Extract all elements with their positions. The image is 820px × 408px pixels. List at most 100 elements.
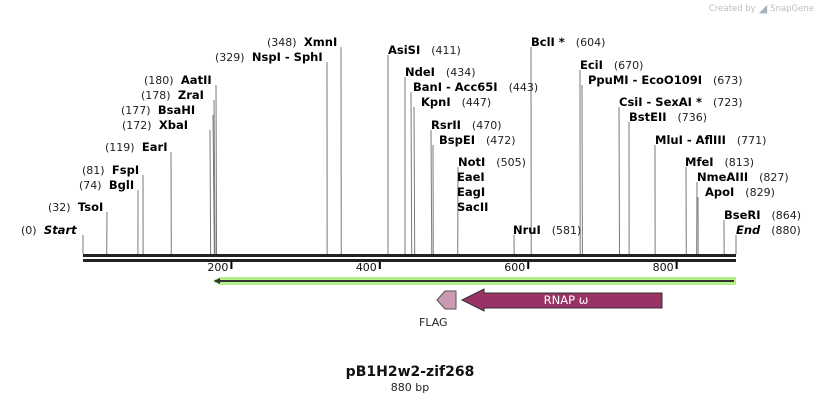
cut-position: (864) (772, 209, 802, 222)
enzyme-name: PpuMI - EcoO109I (588, 73, 702, 87)
site-line[interactable] (431, 130, 432, 254)
site-label-nmeaiii[interactable]: NmeAIII (827) (697, 171, 789, 184)
cut-position: (81) (82, 164, 105, 177)
enzyme-name: SacII (457, 200, 488, 214)
cut-position: (670) (614, 59, 644, 72)
site-label-start[interactable]: (0) Start (21, 224, 77, 237)
backbone-top-strand (83, 254, 736, 257)
site-label-nrui[interactable]: NruI (581) (513, 224, 581, 237)
ruler-tick-label: 800 (653, 261, 674, 274)
site-label-xbai[interactable]: (172) XbaI (122, 119, 188, 132)
site-label-end[interactable]: End (880) (736, 224, 801, 237)
ruler-tick-label: 400 (356, 261, 377, 274)
enzyme-name: AsiSI (388, 43, 420, 57)
site-label-bani-acc65i[interactable]: BanI - Acc65I (443) (413, 81, 538, 94)
site-label-eagi[interactable]: EagI (457, 186, 485, 199)
ruler-tick-label: 600 (504, 261, 525, 274)
enzyme-name: BseRI (724, 208, 761, 222)
enzyme-name: EagI (457, 185, 485, 199)
enzyme-name: End (736, 223, 760, 237)
credit-prefix: Created by (709, 4, 756, 14)
enzyme-name: EarI (142, 140, 168, 154)
cut-position: (178) (141, 89, 171, 102)
flag-label[interactable]: FLAG (419, 316, 448, 329)
enzyme-name: ZraI (178, 88, 204, 102)
enzyme-name: AatII (181, 73, 212, 87)
cut-position: (472) (486, 134, 516, 147)
site-label-nspi-sphi[interactable]: (329) NspI - SphI (215, 51, 323, 64)
cut-position: (827) (759, 171, 789, 184)
site-label-sacii[interactable]: SacII (457, 201, 488, 214)
site-label-rsrii[interactable]: RsrII (470) (431, 119, 502, 132)
enzyme-name: MfeI (685, 155, 714, 169)
site-label-tsoi[interactable]: (32) TsoI (48, 201, 103, 214)
site-label-ndei[interactable]: NdeI (434) (405, 66, 476, 79)
cut-position: (177) (121, 104, 151, 117)
cut-position: (581) (552, 224, 582, 237)
cut-position: (348) (267, 36, 297, 49)
enzyme-name: TsoI (78, 200, 103, 214)
enzyme-name: XbaI (159, 118, 188, 132)
cut-position: (443) (509, 81, 539, 94)
enzyme-name: RsrII (431, 118, 461, 132)
cut-position: (32) (48, 201, 71, 214)
backbone-bottom-strand (83, 259, 736, 262)
site-label-csii-sexai[interactable]: CsiI - SexAI * (723) (619, 96, 743, 109)
site-label-eaei[interactable]: EaeI (457, 171, 485, 184)
snapgene-credit: Created by ◢ SnapGene (709, 2, 814, 15)
cut-position: (119) (105, 141, 135, 154)
flag-feature-arrow[interactable] (437, 291, 456, 309)
site-label-ecii[interactable]: EciI (670) (580, 59, 643, 72)
plasmid-length: 880 bp (0, 381, 820, 394)
site-label-ppumi-ecoo109i[interactable]: PpuMI - EcoO109I (673) (588, 74, 743, 87)
enzyme-name: EaeI (457, 170, 485, 184)
enzyme-name: NdeI (405, 65, 435, 79)
site-label-aatii[interactable]: (180) AatII (144, 74, 212, 87)
cut-position: (470) (472, 119, 502, 132)
site-label-noti[interactable]: NotI (505) (458, 156, 526, 169)
site-label-bspei[interactable]: BspEI (472) (439, 134, 516, 147)
cut-position: (723) (713, 96, 743, 109)
enzyme-name: BclI * (531, 35, 565, 49)
site-line[interactable] (216, 85, 217, 254)
site-label-bcli[interactable]: BclI * (604) (531, 36, 605, 49)
site-label-fspi[interactable]: (81) FspI (82, 164, 139, 177)
cut-position: (673) (713, 74, 743, 87)
cut-position: (829) (745, 186, 775, 199)
site-label-mfei[interactable]: MfeI (813) (685, 156, 754, 169)
site-label-asisi[interactable]: AsiSI (411) (388, 44, 461, 57)
enzyme-name: Start (44, 223, 77, 237)
enzyme-name: KpnI (421, 95, 451, 109)
site-label-eari[interactable]: (119) EarI (105, 141, 167, 154)
site-line[interactable] (411, 92, 412, 254)
plasmid-name: pB1H2w2-zif268 (0, 364, 820, 380)
rnap-omega-label[interactable]: RNAP ω (544, 293, 589, 307)
site-label-mlui-afliii[interactable]: MluI - AflIII (771) (655, 134, 766, 147)
enzyme-name: BspEI (439, 133, 475, 147)
site-line[interactable] (210, 130, 211, 254)
cut-position: (411) (431, 44, 461, 57)
cut-position: (172) (122, 119, 152, 132)
site-line[interactable] (414, 107, 415, 254)
enzyme-name: BstEII (629, 110, 667, 124)
cut-position: (771) (737, 134, 767, 147)
credit-brand: SnapGene (770, 4, 814, 14)
enzyme-name: NmeAIII (697, 170, 748, 184)
enzyme-name: CsiI - SexAI * (619, 95, 702, 109)
cut-position: (74) (79, 179, 102, 192)
snapgene-logo-icon: ◢ (759, 2, 767, 15)
site-label-bseri[interactable]: BseRI (864) (724, 209, 801, 222)
site-label-zrai[interactable]: (178) ZraI (141, 89, 204, 102)
site-label-xmni[interactable]: (348) XmnI (267, 36, 337, 49)
enzyme-name: BanI - Acc65I (413, 80, 498, 94)
site-label-bsteii[interactable]: BstEII (736) (629, 111, 707, 124)
ruler-tick-label: 200 (207, 261, 228, 274)
site-label-kpni[interactable]: KpnI (447) (421, 96, 491, 109)
cut-position: (813) (725, 156, 755, 169)
enzyme-name: FspI (112, 163, 139, 177)
site-label-bsahi[interactable]: (177) BsaHI (121, 104, 195, 117)
site-label-bgli[interactable]: (74) BglI (79, 179, 134, 192)
site-label-apoi[interactable]: ApoI (829) (705, 186, 775, 199)
